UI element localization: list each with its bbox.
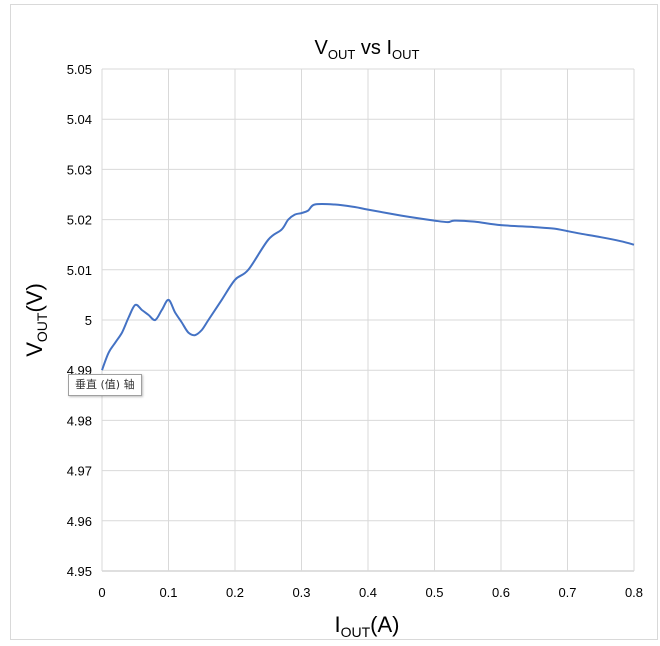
series-line xyxy=(101,202,635,371)
series-layer xyxy=(101,202,635,371)
y-tick-label: 5.01 xyxy=(67,263,92,278)
y-tick-label: 5 xyxy=(85,313,92,328)
x-tick-label: 0.6 xyxy=(492,585,510,600)
x-tick-label: 0.2 xyxy=(226,585,244,600)
chart-title-i-sub: OUT xyxy=(392,47,420,62)
y-tick-label: 5.05 xyxy=(67,62,92,77)
y-tick-label: 5.04 xyxy=(67,112,92,127)
x-axis-title-sub: OUT xyxy=(341,624,371,640)
x-axis-title-main: I xyxy=(334,612,340,637)
x-tick-label: 0.8 xyxy=(625,585,643,600)
chart-title-i: I xyxy=(386,37,392,59)
chart-title-vs: vs xyxy=(355,37,386,59)
x-tick-label: 0.7 xyxy=(558,585,576,600)
y-tick-label: 4.96 xyxy=(67,514,92,529)
chart-title-v-sub: OUT xyxy=(328,47,356,62)
chart-title-v: V xyxy=(315,37,329,59)
x-axis-title: IOUT(A) xyxy=(334,612,399,640)
y-axis-title: VOUT(V) xyxy=(22,283,50,357)
y-axis-title-sub: OUT xyxy=(34,312,50,342)
grid-lines xyxy=(101,68,635,572)
x-tick-label: 0.1 xyxy=(159,585,177,600)
x-tick-label: 0.3 xyxy=(292,585,310,600)
y-tick-label: 4.97 xyxy=(67,464,92,479)
axis-tooltip: 垂直 (值) 轴 xyxy=(68,374,142,396)
y-tick-label: 5.02 xyxy=(67,213,92,228)
x-tick-label: 0 xyxy=(98,585,105,600)
y-tick-label: 4.95 xyxy=(67,564,92,579)
y-axis-title-main: V xyxy=(22,342,47,357)
chart-title: VOUT vs IOUT xyxy=(315,37,420,62)
y-tick-label: 4.98 xyxy=(67,413,92,428)
x-axis-title-suffix: (A) xyxy=(370,612,399,637)
x-tick-label: 0.5 xyxy=(425,585,443,600)
tick-labels: 4.954.964.974.984.9955.015.025.035.045.0… xyxy=(67,62,643,600)
y-tick-label: 5.03 xyxy=(67,162,92,177)
y-axis-title-suffix: (V) xyxy=(22,283,47,312)
x-tick-label: 0.4 xyxy=(359,585,377,600)
